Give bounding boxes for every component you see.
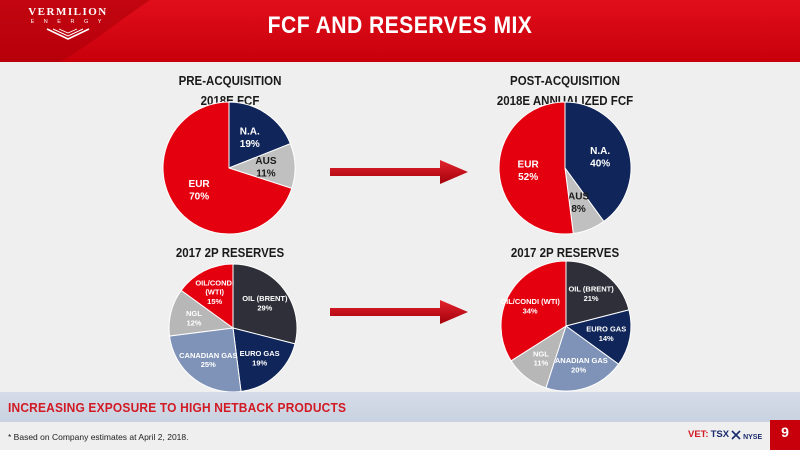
pie-label-n-a: N.A. 40%	[590, 146, 610, 170]
pie-slice-canadian-gas	[545, 325, 620, 392]
arrow-right-icon	[330, 160, 468, 184]
pie-slice-euro-gas	[564, 309, 632, 365]
pie-label-aus: AUS 8%	[568, 192, 589, 216]
tagline: INCREASING EXPOSURE TO HIGH NETBACK PROD…	[8, 400, 347, 415]
chart-title-line1: PRE-ACQUISITION	[178, 74, 282, 88]
arrow-right-icon	[330, 300, 468, 324]
exchange-nyse: NYSE	[743, 434, 763, 441]
pie-slice-euro-gas	[232, 327, 296, 393]
footnote: * Based on Company estimates at April 2,…	[8, 432, 189, 442]
pie-slice-oil-condi-wti	[500, 260, 567, 362]
pie-label-oil-brent: OIL (BRENT) 29%	[242, 294, 288, 312]
pie-label-canadian-gas: CANADIAN GAS 25%	[179, 351, 237, 369]
pie-label-aus: AUS 11%	[255, 156, 276, 180]
pie-label-n-a: N.A. 19%	[240, 127, 260, 151]
tsx-mark-icon	[731, 429, 741, 440]
header-swoosh	[0, 0, 150, 62]
pie-chart-post-fcf: N.A. 40% AUS 8% EUR 52%	[498, 101, 632, 235]
ticker-symbol: VET:	[688, 429, 709, 440]
pie-label-ngl: NGL 12%	[186, 309, 202, 327]
pie-slice-canadian-gas	[168, 327, 242, 393]
stock-ticker: VET: TSX NYSE	[688, 428, 762, 441]
tagline-band	[0, 392, 800, 422]
page-number: 9	[781, 424, 789, 440]
logo-chevron-icon	[46, 28, 90, 40]
pie-label-canadian-gas: CANADIAN GAS 20%	[549, 356, 607, 374]
chart-title-post-acquisition: POST-ACQUISITION 2018E ANNUALIZED FCF	[487, 71, 643, 111]
pie-slice-oil-brent	[232, 263, 298, 345]
pie-slice-eur	[162, 101, 293, 235]
exchange-tsx: TSX	[710, 429, 730, 440]
pie-label-oil-brent: OIL (BRENT) 21%	[568, 285, 614, 303]
logo-wordmark: VERMILION	[28, 6, 108, 18]
page-title: FCF AND RESERVES MIX	[267, 12, 533, 39]
pie-chart-reserves-pre: OIL (BRENT) 29% EURO GAS 19%CANADIAN GAS 25%…	[168, 263, 298, 393]
pie-slice-n-a	[228, 101, 292, 169]
pie-label-eur: EUR 52%	[518, 160, 540, 184]
pie-label-eur: EUR 70%	[189, 179, 211, 203]
page-corner	[770, 420, 800, 450]
pie-slice-oil-brent	[565, 260, 630, 327]
pie-label-oil-condi-wti: OIL/CONDI (WTI) 34%	[500, 297, 560, 315]
pie-label-euro-gas: EURO GAS 14%	[586, 325, 626, 343]
pie-label-ngl: NGL 11%	[533, 349, 549, 367]
pie-chart-pre-fcf: N.A. 19% AUS 11% EUR 70%	[162, 101, 296, 235]
chart-title-reserves-post: 2017 2P RESERVES	[510, 246, 620, 260]
chart-title-line2: 2018E ANNUALIZED FCF	[496, 94, 634, 108]
pie-label-euro-gas: EURO GAS 19%	[240, 349, 280, 367]
company-logo: VERMILION E N E R G Y	[12, 6, 124, 41]
pie-slice-oil-condi-wti	[180, 263, 234, 329]
pie-label-oil-condi-wti: OIL/CONDI (WTI) 15%	[195, 278, 234, 306]
chart-title-line1: POST-ACQUISITION	[510, 74, 620, 88]
pie-slice-eur	[498, 101, 574, 235]
logo-subwordmark: E N E R G Y	[30, 19, 106, 25]
chart-title-reserves-pre: 2017 2P RESERVES	[175, 246, 285, 260]
pie-chart-reserves-post: OIL (BRENT) 21% EURO GAS 14% CANADIAN GAS 20%…	[500, 260, 632, 392]
pie-slice-n-a	[564, 101, 632, 223]
